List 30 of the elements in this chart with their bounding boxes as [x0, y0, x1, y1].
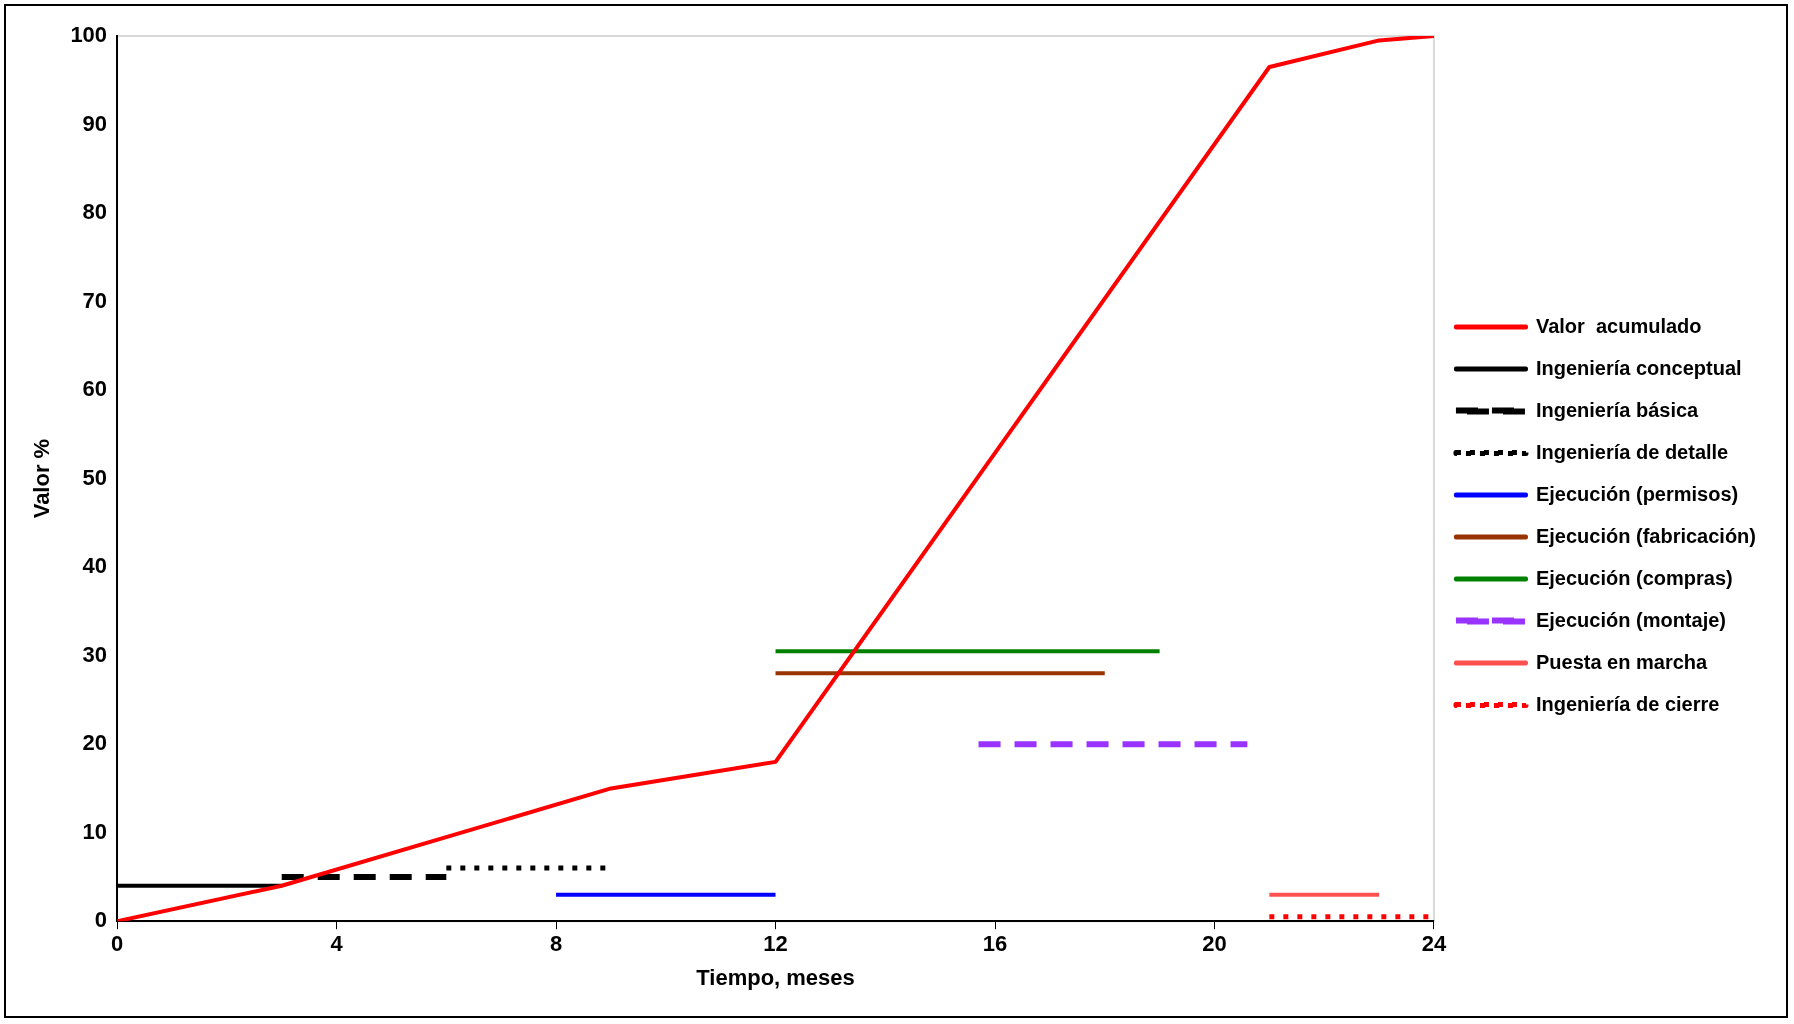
x-tick-label: 16: [982, 931, 1008, 957]
x-tick-label: 24: [1421, 931, 1447, 957]
x-tick-label: 4: [330, 931, 344, 957]
y-tick-label: 30: [82, 641, 108, 667]
y-tick-label: 60: [82, 376, 108, 402]
x-tick-label: 8: [549, 931, 563, 957]
legend-label: Ingeniería básica: [1535, 398, 1700, 421]
y-axis-title: Valor %: [29, 438, 55, 519]
y-tick-label: 100: [70, 22, 108, 48]
legend-label: Ingeniería de cierre: [1535, 692, 1720, 715]
legend-label: Valor acumulado: [1535, 314, 1702, 337]
y-tick-label: 70: [82, 287, 108, 313]
y-tick-label: 50: [82, 464, 108, 490]
legend-label: Ingeniería de detalle: [1535, 440, 1729, 463]
legend-label: Puesta en marcha: [1535, 650, 1709, 673]
y-tick-label: 40: [82, 553, 108, 579]
x-tick-label: 0: [110, 931, 124, 957]
y-tick-label: 0: [94, 907, 108, 933]
y-tick-label: 90: [82, 110, 108, 136]
x-axis-title: Tiempo, meses: [696, 964, 855, 990]
legend-label: Ejecución (compras): [1535, 566, 1733, 589]
legend-label: Ejecución (fabricación): [1535, 524, 1757, 547]
y-tick-label: 20: [82, 730, 108, 756]
y-tick-label: 80: [82, 199, 108, 225]
legend-label: Ingeniería conceptual: [1535, 356, 1742, 379]
legend-label: Ejecución (permisos): [1535, 482, 1739, 505]
x-tick-label: 20: [1202, 931, 1227, 957]
y-tick-label: 10: [82, 818, 108, 844]
x-tick-label: 12: [763, 931, 788, 957]
legend-label: Ejecución (montaje): [1535, 608, 1726, 631]
